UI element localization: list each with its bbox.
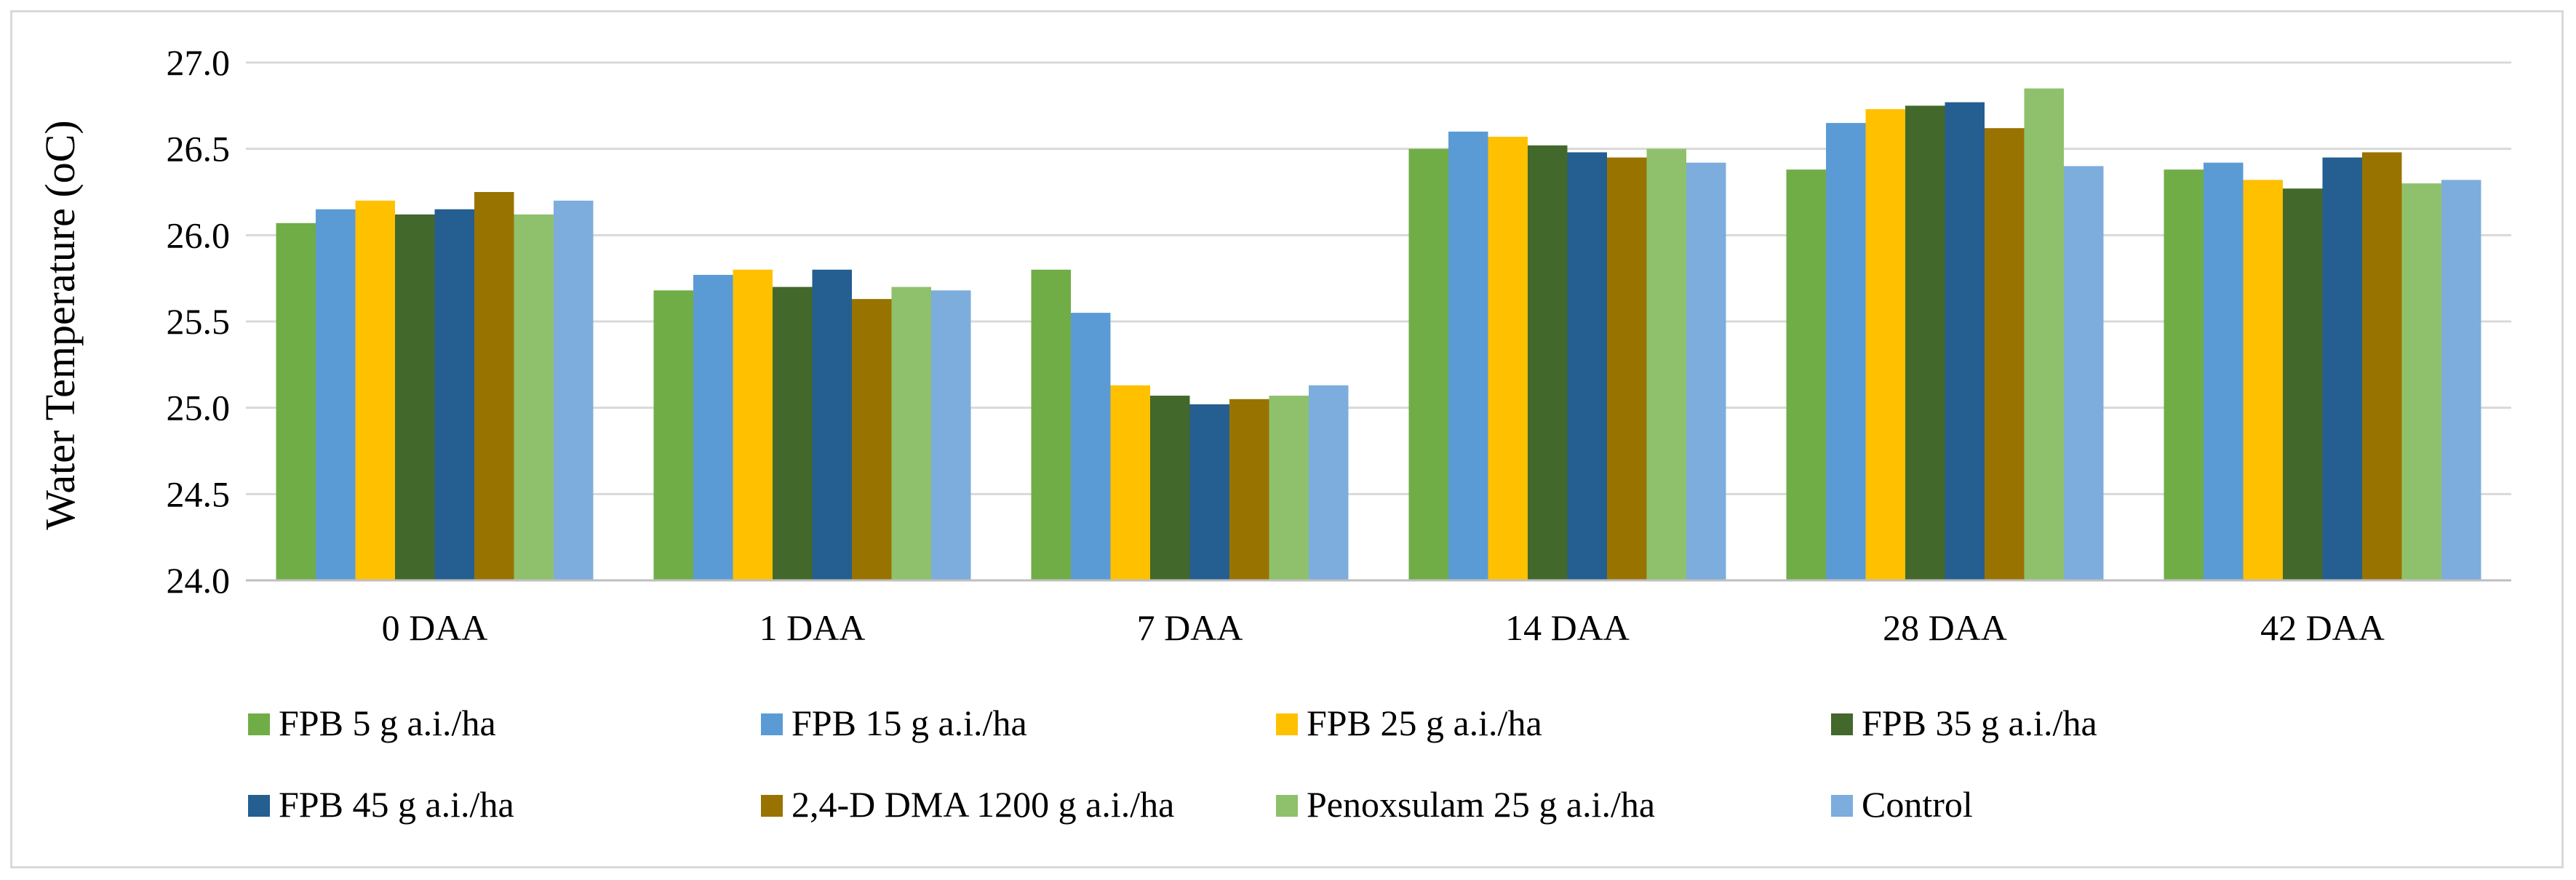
bar [1408, 148, 1448, 580]
legend-label: FPB 15 g a.i./ha [791, 703, 1027, 743]
bar [316, 209, 356, 580]
bar [693, 274, 733, 580]
bar [1786, 169, 1826, 580]
bar [1686, 162, 1726, 581]
bar [514, 214, 554, 580]
legend-swatch [248, 795, 270, 817]
legend-label: 2,4-D DMA 1200 g a.i./ha [791, 784, 1174, 825]
bar [554, 200, 594, 580]
y-tick-label: 24.0 [167, 560, 231, 601]
bar [1309, 385, 1349, 580]
bar [931, 290, 971, 580]
x-tick-label: 0 DAA [382, 607, 488, 648]
bar [1567, 152, 1607, 580]
bar [434, 209, 474, 580]
y-tick-label: 26.5 [167, 129, 231, 169]
bar [1150, 396, 1190, 580]
legend-label: FPB 25 g a.i./ha [1307, 703, 1542, 743]
x-tick-label: 42 DAA [2260, 607, 2385, 648]
axes: 24.0 24.5 25.0 25.5 26.0 26.5 27.0 0 DAA 1 DAA 7 … [167, 42, 2511, 648]
bar [1229, 399, 1269, 580]
legend: FPB 5 g a.i./ha FPB 15 g a.i./ha FPB 25 g … [248, 703, 2097, 825]
legend-label: Control [1862, 784, 1973, 825]
bar [2401, 183, 2441, 581]
bar [355, 200, 395, 580]
bar [2204, 162, 2244, 581]
legend-swatch [761, 795, 783, 817]
legend-label: FPB 35 g a.i./ha [1862, 703, 2097, 743]
bars [276, 88, 2481, 581]
bar [1031, 269, 1071, 580]
bar [1865, 109, 1905, 580]
bar [891, 287, 931, 580]
bar [2243, 180, 2283, 581]
bar [1826, 123, 1866, 581]
bar [812, 269, 852, 580]
y-axis-label: Water Temperature (oC) [36, 120, 84, 530]
bar [395, 214, 435, 580]
bar [1189, 404, 1229, 580]
bar [1488, 137, 1528, 580]
x-tick-label: 14 DAA [1505, 607, 1630, 648]
x-tick-label: 1 DAA [759, 607, 866, 648]
legend-label: Penoxsulam 25 g a.i./ha [1307, 784, 1655, 825]
legend-swatch [248, 713, 270, 735]
y-tick-label: 24.5 [167, 473, 231, 514]
bar [773, 287, 813, 580]
y-tick-label: 25.5 [167, 301, 231, 342]
legend-swatch [1831, 795, 1853, 817]
bar [2441, 180, 2481, 581]
bar [1607, 157, 1647, 581]
bar [1528, 145, 1568, 581]
bar [1071, 313, 1111, 580]
legend-label: FPB 45 g a.i./ha [279, 784, 514, 825]
bar [1448, 131, 1488, 580]
bar [2322, 157, 2362, 581]
bar [2064, 166, 2104, 580]
bar [2283, 188, 2323, 581]
x-tick-label: 28 DAA [1883, 607, 2007, 648]
legend-swatch [761, 713, 783, 735]
bar [474, 192, 514, 580]
bar [852, 299, 892, 580]
bar [2024, 88, 2064, 581]
legend-swatch [1276, 795, 1298, 817]
y-tick-label: 26.0 [167, 215, 231, 255]
bar [276, 223, 316, 580]
bar [1905, 105, 1945, 581]
bar [1985, 128, 2025, 581]
bar [653, 290, 693, 580]
legend-swatch [1831, 713, 1853, 735]
bar [733, 269, 773, 580]
bar [2164, 169, 2204, 580]
bar [2362, 152, 2402, 580]
x-tick-label: 7 DAA [1137, 607, 1243, 648]
bar [1269, 396, 1309, 580]
legend-swatch [1276, 713, 1298, 735]
bar [1945, 102, 1985, 580]
bar [1110, 385, 1150, 580]
bar [1646, 148, 1686, 580]
y-tick-label: 25.0 [167, 388, 231, 428]
y-tick-label: 27.0 [167, 42, 231, 83]
legend-label: FPB 5 g a.i./ha [279, 703, 496, 743]
